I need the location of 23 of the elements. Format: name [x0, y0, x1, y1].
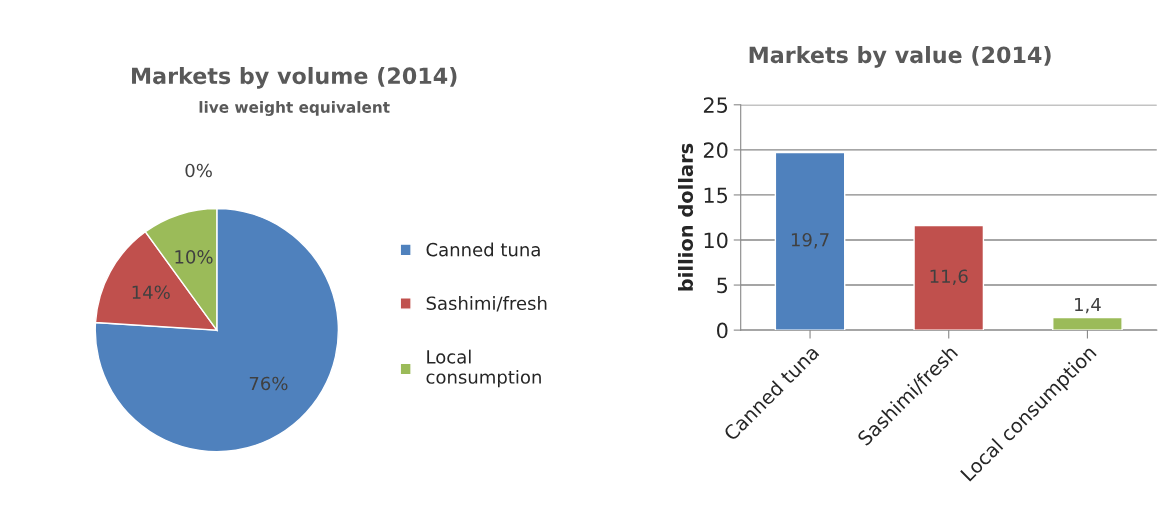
y-tick-label: 5: [717, 277, 728, 294]
data-label: 76%: [249, 376, 288, 391]
bar: [774, 151, 846, 331]
y-tick-label: 10: [704, 232, 728, 249]
data-label: 10%: [175, 250, 213, 264]
pie-slice: [94, 207, 340, 453]
legend-label: Canned tuna: [426, 242, 540, 257]
data-label: 14%: [132, 285, 170, 300]
y-tick-label: 20: [703, 142, 728, 159]
bar: [1052, 316, 1123, 331]
chart-title: Markets by volume (2014): [132, 66, 457, 89]
y-tick-label: 25: [703, 97, 728, 114]
text: 0%: [185, 163, 212, 178]
y-tick-label: 15: [704, 187, 728, 204]
bar: [913, 224, 985, 331]
y-tick-label: 0: [717, 322, 728, 339]
legend-label: Sashimi/fresh: [426, 296, 547, 312]
y-axis-title: billion dollars: [678, 143, 694, 291]
data-label: 11,6: [930, 269, 968, 285]
data-label: 1,4: [1075, 297, 1101, 314]
chart-title: Markets by value (2014): [749, 45, 1051, 68]
data-label: 19,7: [791, 232, 829, 249]
chart-subtitle: live weight equivalent: [199, 101, 390, 116]
